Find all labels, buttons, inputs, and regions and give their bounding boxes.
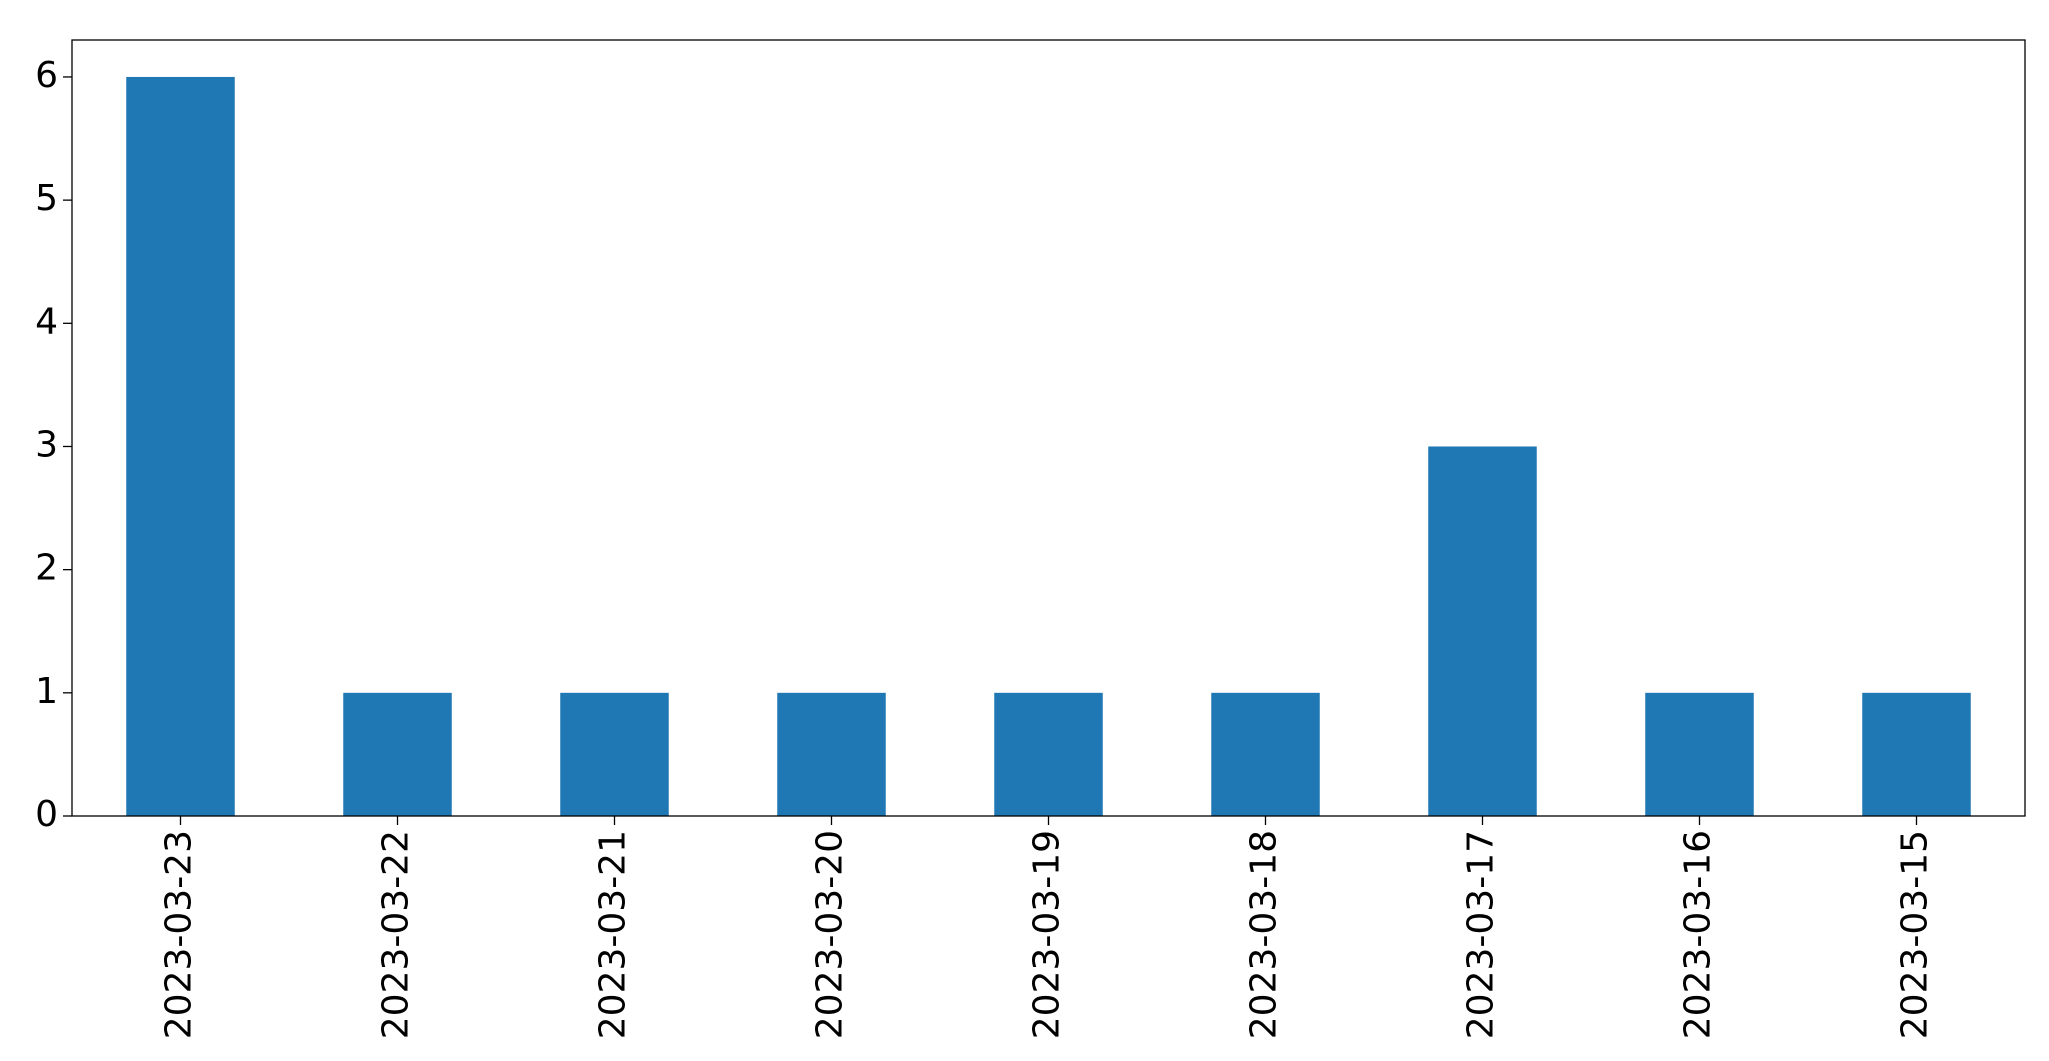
bar — [777, 692, 886, 816]
x-tick-label: 2023-03-18 — [1244, 830, 1285, 1039]
bar — [1862, 692, 1971, 816]
y-tick-label: 4 — [35, 301, 58, 342]
plot-frame — [71, 39, 2026, 817]
y-tick-label: 1 — [35, 671, 58, 712]
x-tick-label: 2023-03-19 — [1027, 830, 1068, 1039]
x-tick-label: 2023-03-22 — [376, 830, 417, 1039]
y-tick-label: 3 — [35, 424, 58, 465]
y-tick-label: 2 — [35, 548, 58, 589]
x-tick-label: 2023-03-21 — [593, 830, 634, 1039]
x-tick-label: 2023-03-20 — [810, 830, 851, 1039]
y-tick-label: 0 — [35, 794, 58, 835]
bar — [1428, 446, 1537, 816]
x-tick-label: 2023-03-23 — [159, 830, 200, 1039]
x-tick-label: 2023-03-17 — [1461, 830, 1502, 1039]
bar — [343, 692, 452, 816]
x-tick-label: 2023-03-16 — [1678, 830, 1719, 1039]
bar — [560, 692, 669, 816]
x-tick-label: 2023-03-15 — [1895, 830, 1936, 1039]
bar — [1211, 692, 1320, 816]
y-tick-label: 5 — [35, 178, 58, 219]
bar — [994, 692, 1103, 816]
bar — [126, 76, 235, 816]
bar — [1645, 692, 1754, 816]
y-tick-label: 6 — [35, 55, 58, 96]
